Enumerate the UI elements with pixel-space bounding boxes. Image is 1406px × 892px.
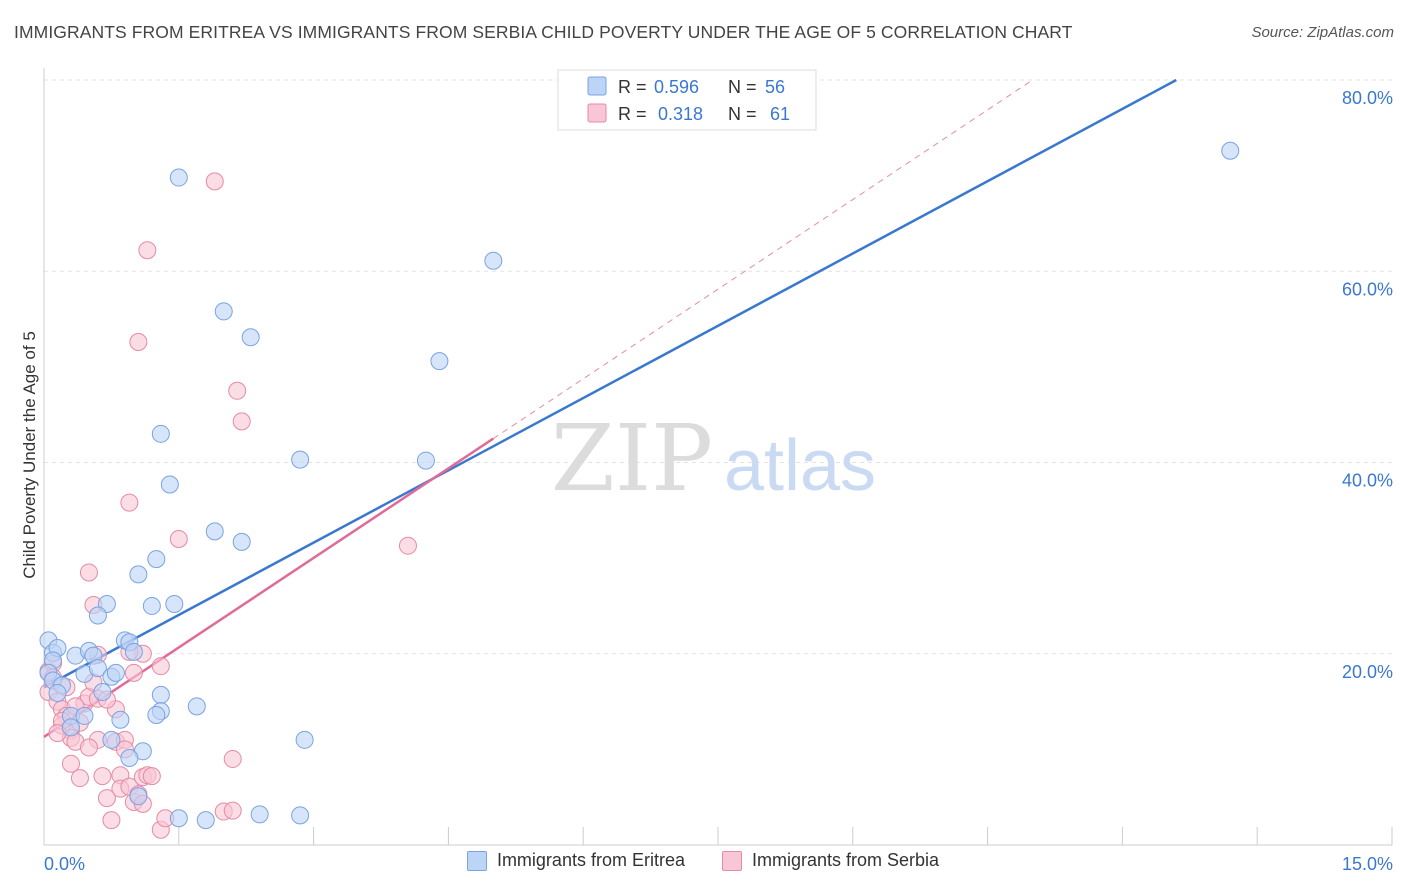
point-eritrea [417,452,434,469]
point-eritrea [188,698,205,715]
legend-n-label: N = [728,77,757,97]
legend-top: R = 0.596 N = 56 R = 0.318 N = 61 [558,70,816,130]
series-serbia-points [40,173,416,838]
point-serbia [229,382,246,399]
point-eritrea [148,551,165,568]
scatter-chart: ZIP atlas 20.0%40.0%60.0%80.0% 0.0% 15.0%… [0,0,1406,892]
point-eritrea [152,686,169,703]
point-eritrea [112,711,129,728]
point-eritrea [94,684,111,701]
legend-swatch-eritrea [588,77,606,95]
point-eritrea [161,476,178,493]
y-tick-label: 80.0% [1342,88,1393,108]
legend-r-label: R = [618,77,647,97]
point-eritrea [170,169,187,186]
point-serbia [130,334,147,351]
point-eritrea [215,303,232,320]
y-tick-label: 20.0% [1342,662,1393,682]
legend-item-eritrea[interactable]: Immigrants from Eritrea [467,850,685,871]
axes [44,68,1392,845]
point-eritrea [152,425,169,442]
point-eritrea [130,788,147,805]
point-eritrea [121,749,138,766]
grid [44,80,1392,654]
legend-n-label: N = [728,104,757,124]
point-serbia [143,768,160,785]
y-tick-labels: 20.0% 40.0% 60.0% 80.0% [1342,88,1393,682]
point-eritrea [130,566,147,583]
legend-r-label: R = [618,104,647,124]
legend-swatch-serbia [588,104,606,122]
legend-r-value: 0.596 [654,77,699,97]
point-serbia [103,812,120,829]
legend-item-serbia[interactable]: Immigrants from Serbia [722,850,939,871]
legend-n-value: 61 [770,104,790,124]
legend-r-value: 0.318 [658,104,703,124]
point-serbia [121,494,138,511]
point-eritrea [292,451,309,468]
legend-label-eritrea: Immigrants from Eritrea [497,850,685,871]
point-eritrea [166,596,183,613]
point-eritrea [485,252,502,269]
point-eritrea [89,607,106,624]
point-eritrea [431,353,448,370]
point-eritrea [62,719,79,736]
watermark-atlas: atlas [724,426,876,506]
point-eritrea [107,664,124,681]
legend-bottom: Immigrants from Eritrea Immigrants from … [0,850,1406,876]
point-eritrea [296,731,313,748]
legend-label-serbia: Immigrants from Serbia [752,850,939,871]
point-eritrea [233,533,250,550]
point-serbia [125,664,142,681]
point-eritrea [103,731,120,748]
point-serbia [80,564,97,581]
point-eritrea [251,806,268,823]
y-axis-label: Child Poverty Under the Age of 5 [20,331,39,579]
y-tick-label: 40.0% [1342,471,1393,491]
point-serbia [206,173,223,190]
point-serbia [71,770,88,787]
y-tick-label: 60.0% [1342,279,1393,299]
legend-swatch-serbia [722,851,742,871]
point-serbia [139,242,156,259]
point-serbia [224,802,241,819]
point-serbia [152,658,169,675]
point-serbia [170,531,187,548]
trend-line-eritrea [44,80,1176,687]
point-serbia [80,739,97,756]
point-eritrea [148,706,165,723]
point-eritrea [170,810,187,827]
point-serbia [224,750,241,767]
point-eritrea [125,643,142,660]
watermark: ZIP atlas [551,405,876,512]
point-eritrea [143,597,160,614]
legend-swatch-eritrea [467,851,487,871]
point-eritrea [242,329,259,346]
point-serbia [233,413,250,430]
point-eritrea [76,707,93,724]
legend-n-value: 56 [765,77,785,97]
watermark-zip: ZIP [551,405,713,512]
point-serbia [94,768,111,785]
point-eritrea [206,523,223,540]
point-eritrea [197,812,214,829]
point-eritrea [1222,142,1239,159]
point-serbia [399,537,416,554]
trend-line-serbia-extension [493,80,1032,439]
point-eritrea [292,807,309,824]
point-eritrea [49,684,66,701]
